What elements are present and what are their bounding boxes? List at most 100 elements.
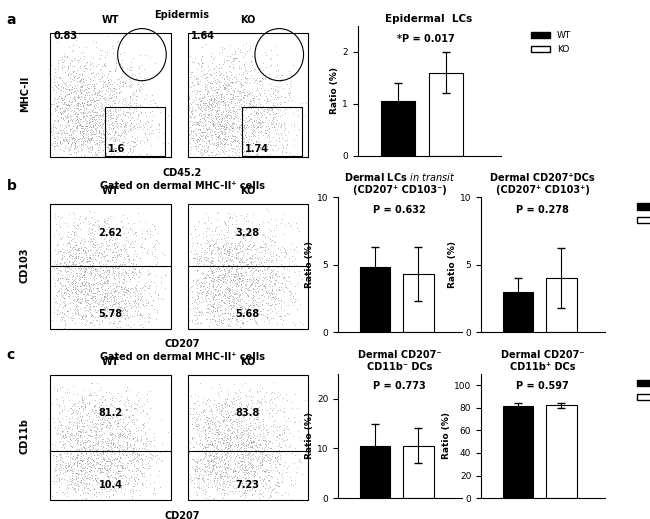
Point <box>202 224 213 232</box>
Point <box>239 489 249 497</box>
Point <box>285 148 295 157</box>
Point <box>198 426 209 434</box>
Point <box>219 145 229 154</box>
Point <box>108 97 118 105</box>
Point <box>210 430 220 438</box>
Point <box>129 462 139 470</box>
Point <box>67 117 77 125</box>
Point <box>112 269 123 278</box>
Point <box>223 408 233 417</box>
Point <box>114 467 124 475</box>
Point <box>55 476 65 485</box>
Point <box>120 128 130 136</box>
Point <box>53 94 63 102</box>
Point <box>99 295 110 303</box>
Point <box>100 53 110 61</box>
Point <box>149 305 159 313</box>
Point <box>62 53 72 61</box>
Point <box>101 237 111 245</box>
Point <box>255 460 265 469</box>
Point <box>120 248 131 256</box>
Point <box>244 392 254 400</box>
Point <box>205 457 215 465</box>
Point <box>203 322 214 330</box>
Point <box>274 390 285 399</box>
Point <box>187 477 197 485</box>
Point <box>214 130 224 139</box>
Point <box>144 436 155 445</box>
Point <box>103 116 114 125</box>
Point <box>211 114 221 122</box>
Point <box>141 475 151 484</box>
Point <box>132 115 142 123</box>
Point <box>205 470 215 478</box>
Point <box>114 298 125 306</box>
Point <box>57 100 68 108</box>
Point <box>207 257 217 266</box>
Point <box>244 277 254 285</box>
Point <box>98 449 108 458</box>
Point <box>118 279 128 288</box>
Point <box>90 289 100 297</box>
Point <box>103 141 113 149</box>
Point <box>220 471 230 479</box>
Point <box>129 298 139 307</box>
Point <box>233 281 243 289</box>
Point <box>108 293 118 301</box>
Point <box>55 213 66 222</box>
Point <box>222 111 232 119</box>
Point <box>109 284 119 292</box>
Point <box>99 292 109 301</box>
Point <box>218 60 228 69</box>
Point <box>58 86 68 94</box>
Y-axis label: Ratio (%): Ratio (%) <box>305 413 314 459</box>
Point <box>247 441 257 449</box>
Point <box>255 63 265 72</box>
Point <box>95 447 105 455</box>
Point <box>226 291 236 299</box>
Point <box>85 302 96 310</box>
Point <box>52 452 62 460</box>
Point <box>72 122 82 131</box>
Point <box>73 134 83 143</box>
Point <box>255 462 265 471</box>
Point <box>219 125 229 133</box>
Point <box>214 112 224 120</box>
Point <box>198 289 208 297</box>
Point <box>278 230 288 239</box>
Point <box>103 245 113 253</box>
Point <box>276 311 286 320</box>
Point <box>77 396 87 404</box>
Point <box>229 312 239 320</box>
Point <box>118 464 129 472</box>
Point <box>70 143 81 151</box>
Point <box>214 317 224 325</box>
Point <box>95 466 105 474</box>
Point <box>88 271 99 280</box>
Point <box>76 89 86 98</box>
Point <box>207 289 218 297</box>
Point <box>130 454 140 462</box>
Point <box>124 104 135 113</box>
Point <box>259 283 270 291</box>
Point <box>73 245 84 254</box>
Point <box>194 464 204 472</box>
Point <box>205 242 215 250</box>
Point <box>81 126 91 134</box>
Point <box>192 135 203 143</box>
Point <box>226 428 237 436</box>
Point <box>58 402 69 410</box>
Point <box>216 124 226 132</box>
Point <box>53 402 64 410</box>
Point <box>114 269 124 278</box>
Point <box>257 291 267 299</box>
Point <box>268 427 278 435</box>
Point <box>283 461 293 470</box>
Point <box>190 225 201 233</box>
Point <box>218 438 228 446</box>
Point <box>214 479 224 487</box>
Point <box>133 426 144 434</box>
Point <box>49 282 60 291</box>
Point <box>196 256 207 264</box>
Point <box>88 289 98 297</box>
